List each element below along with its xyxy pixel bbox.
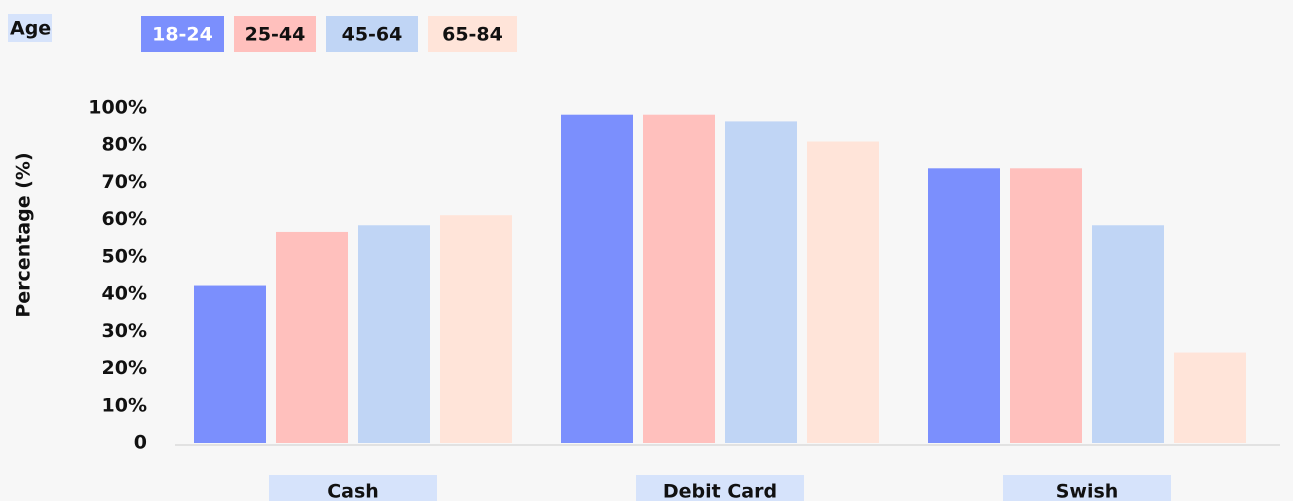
y-axis-label: 50% (102, 245, 147, 267)
bar (276, 231, 348, 443)
y-axis-label: 30% (102, 320, 147, 342)
bar (561, 114, 633, 443)
y-axis-title: Percentage (%) (13, 152, 35, 317)
legend-swatch (326, 16, 418, 52)
y-axis-label: 10% (102, 394, 147, 416)
y-axis-label: 40% (102, 283, 147, 305)
y-axis-label: 100% (88, 97, 147, 119)
legend-swatch (234, 16, 316, 52)
bar (807, 141, 879, 443)
legend-label: 25-44 (245, 24, 306, 46)
legend-label: 45-64 (342, 24, 403, 46)
category-label-bg (269, 475, 437, 501)
y-axis-label: 60% (102, 208, 147, 230)
x-tick-label: Debit Card (663, 481, 777, 501)
bar (194, 285, 266, 443)
legend-title-bg (8, 14, 52, 42)
x-tick-label: Cash (327, 481, 379, 501)
bar (1010, 168, 1082, 444)
category-label-bg (1003, 475, 1171, 501)
legend-label: 18-24 (152, 24, 213, 46)
bar (928, 168, 1000, 444)
bar (725, 121, 797, 444)
legend-swatch (428, 16, 517, 52)
legend-title: Age (10, 18, 51, 40)
y-axis-label: 70% (102, 171, 147, 193)
bar (440, 215, 512, 443)
bar (1174, 352, 1246, 443)
y-axis-label: 0 (134, 432, 147, 454)
y-axis-label: 20% (102, 357, 147, 379)
bar (358, 225, 430, 443)
bar (1092, 225, 1164, 443)
x-tick-label: Swish (1056, 481, 1119, 501)
legend-label: 65-84 (442, 24, 503, 46)
legend-swatch (141, 16, 224, 52)
category-label-bg (636, 475, 804, 501)
bar (643, 114, 715, 443)
y-axis-label: 80% (102, 134, 147, 156)
